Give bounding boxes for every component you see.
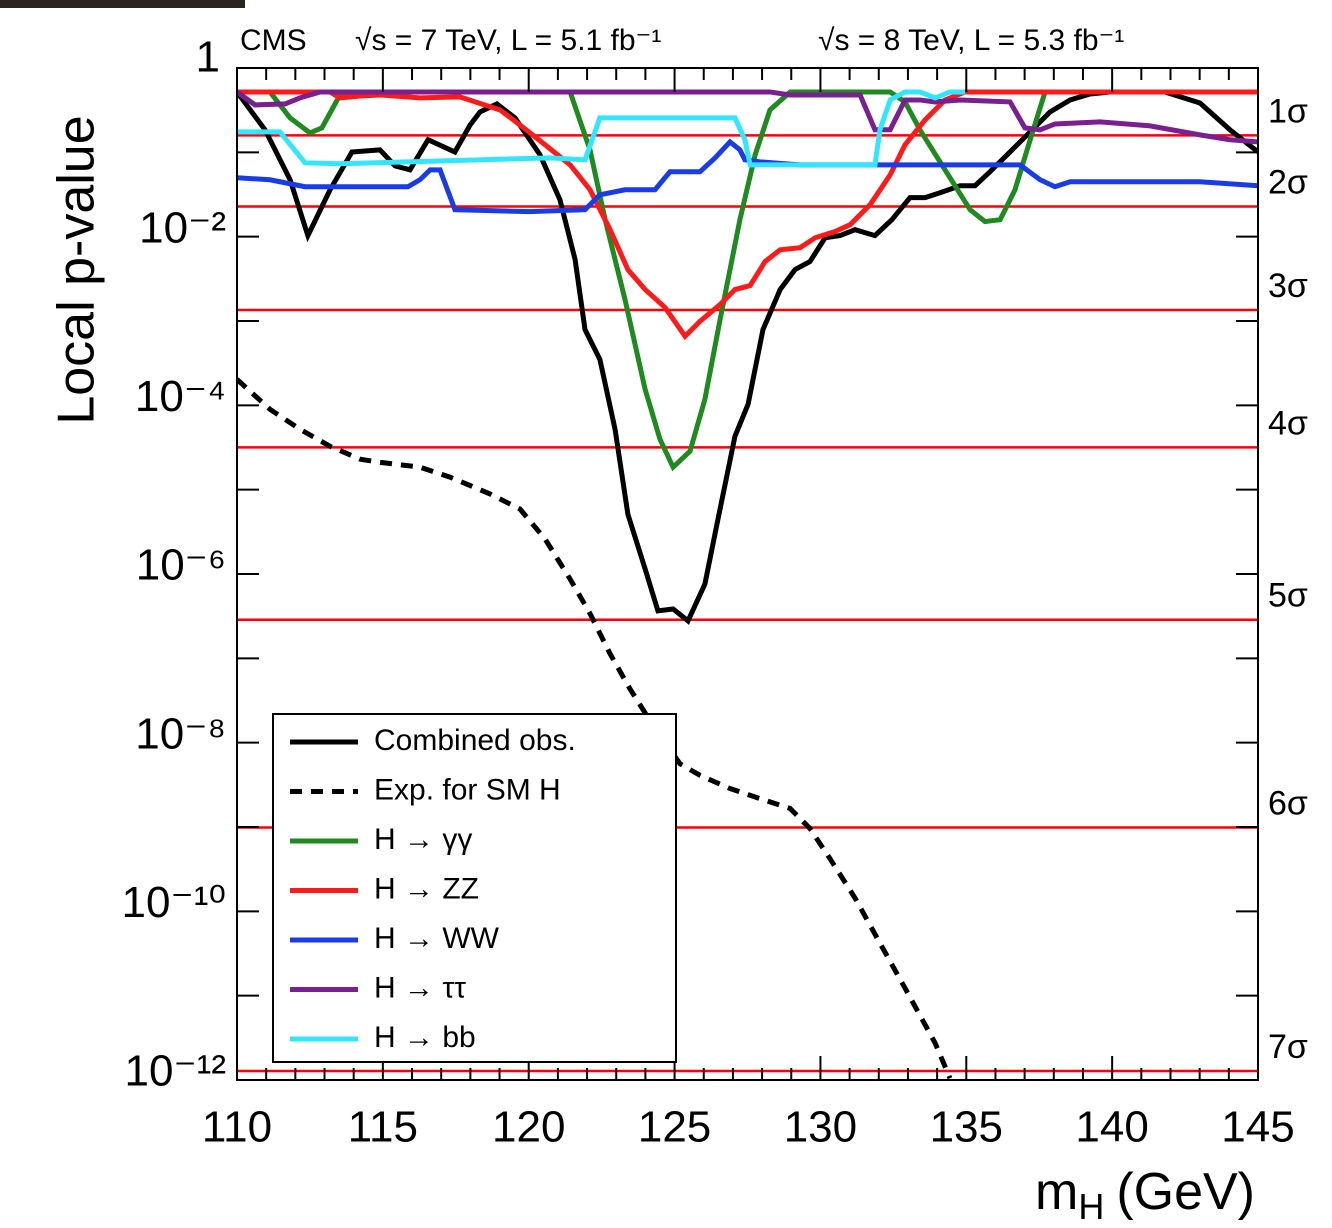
legend-label: H → γγ	[374, 823, 472, 856]
series-line	[237, 89, 1258, 625]
sigma-label: 2σ	[1268, 164, 1308, 202]
legend-label: Combined obs.	[374, 724, 576, 757]
y-tick-label: 10⁻¹²	[125, 1047, 226, 1096]
sigma-label: 6σ	[1268, 784, 1308, 822]
y-tick-label: 10⁻²	[139, 203, 226, 252]
y-tick-label: 1	[196, 33, 220, 82]
x-axis-label: mH (GeV)	[1035, 1163, 1255, 1227]
dataset-label: √s = 8 TeV, L = 5.3 fb⁻¹	[818, 24, 1124, 57]
x-label-subscript: H	[1078, 1186, 1104, 1227]
y-tick-label: 10⁻⁴	[135, 372, 226, 421]
y-tick-label: 10⁻¹⁰	[122, 878, 226, 927]
x-tick-label: 120	[492, 1103, 565, 1152]
sigma-label: 4σ	[1268, 404, 1308, 442]
y-axis-label: Local p-value	[48, 115, 106, 424]
x-label-unit: (GeV)	[1116, 1163, 1255, 1221]
legend-label: Exp. for SM H	[374, 773, 561, 806]
sigma-label: 3σ	[1268, 267, 1308, 305]
photo-edge	[0, 0, 245, 8]
x-label-symbol: m	[1035, 1163, 1078, 1221]
legend: Combined obs. Exp. for SM H H → γγ H → ZZ H …	[272, 713, 677, 1063]
sigma-label: 7σ	[1268, 1028, 1308, 1066]
dataset-label: √s = 7 TeV, L = 5.1 fb⁻¹	[355, 24, 661, 57]
series-line	[237, 89, 966, 168]
y-tick-label: 10⁻⁸	[135, 709, 226, 758]
legend-label: H → ZZ	[374, 872, 479, 905]
x-tick-label: 125	[638, 1103, 711, 1152]
x-tick-label: 110	[202, 1103, 272, 1152]
legend-label: H → bb	[374, 1021, 476, 1054]
x-tick-label: 145	[1221, 1103, 1294, 1152]
x-tick-label: 130	[784, 1103, 857, 1152]
sigma-label: 5σ	[1268, 577, 1308, 615]
experiment-label: CMS	[240, 24, 307, 57]
legend-label: H → ττ	[374, 971, 466, 1004]
series-line	[237, 89, 1258, 341]
legend-label: H → WW	[374, 922, 500, 955]
series-line	[237, 89, 1258, 145]
x-tick-label: 115	[348, 1103, 418, 1152]
series-line	[237, 138, 1258, 215]
y-tick-label: 10⁻⁶	[136, 541, 226, 590]
x-tick-label: 140	[1075, 1103, 1148, 1152]
x-tick-label: 135	[930, 1103, 1003, 1152]
sigma-label: 1σ	[1268, 92, 1308, 130]
series-line	[237, 377, 953, 1080]
axes	[236, 67, 1259, 1081]
